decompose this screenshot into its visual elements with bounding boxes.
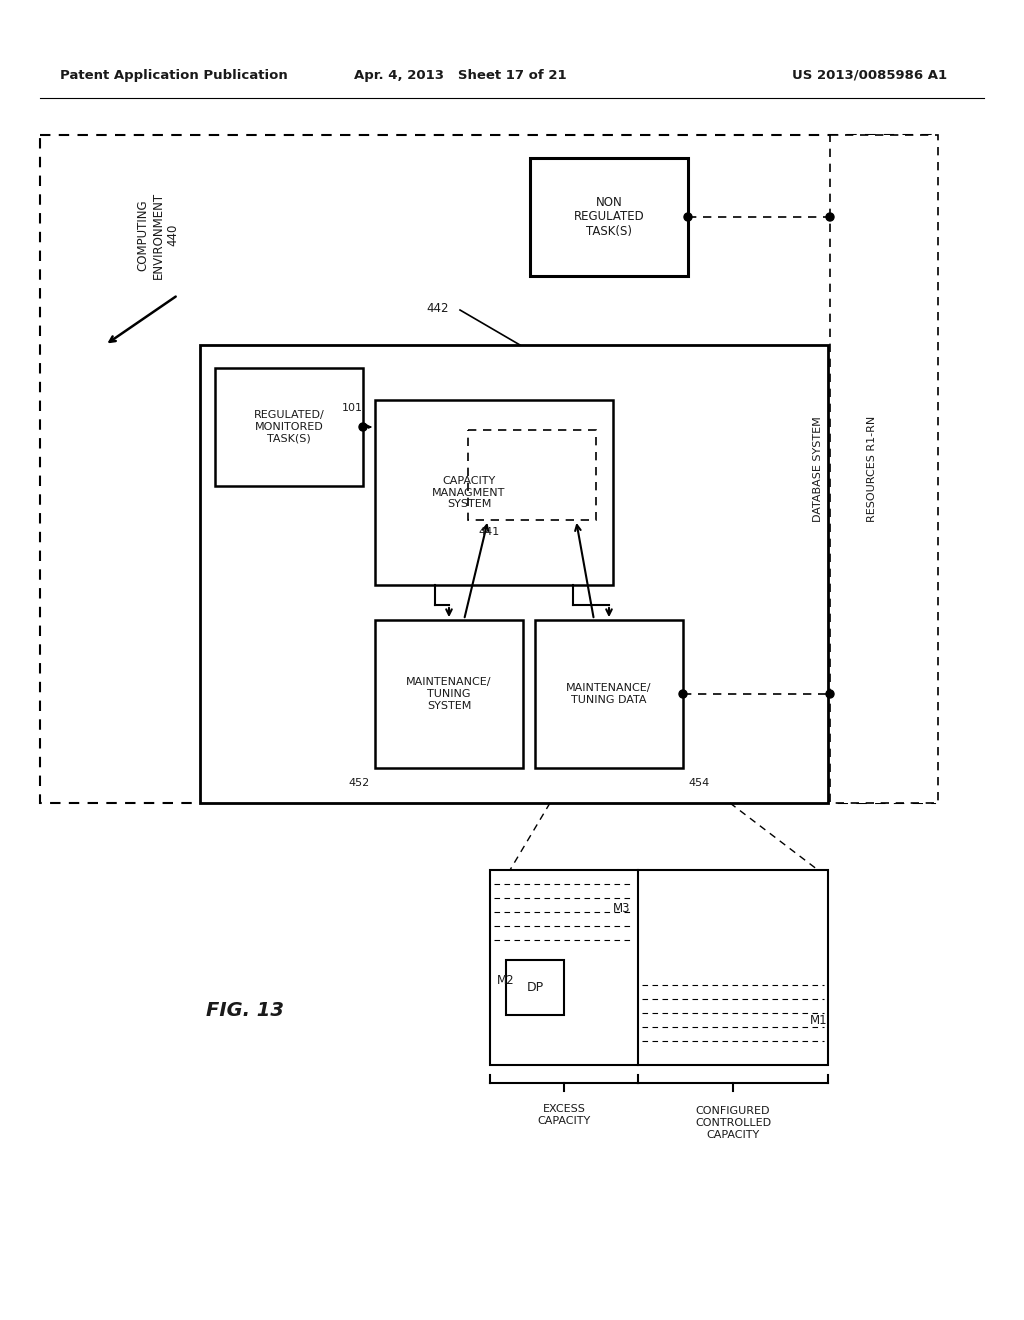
- Text: DP: DP: [526, 981, 544, 994]
- Bar: [535, 620, 683, 768]
- Bar: [506, 960, 564, 1015]
- Text: CAPACITY
MANAGMENT
SYSTEM: CAPACITY MANAGMENT SYSTEM: [432, 477, 506, 510]
- Text: Apr. 4, 2013   Sheet 17 of 21: Apr. 4, 2013 Sheet 17 of 21: [353, 69, 566, 82]
- Text: 452: 452: [349, 777, 370, 788]
- Text: M1: M1: [810, 1014, 827, 1027]
- Text: RESOURCES R1-RN: RESOURCES R1-RN: [867, 416, 877, 523]
- Bar: [215, 368, 362, 486]
- Bar: [530, 158, 688, 276]
- Circle shape: [684, 213, 692, 220]
- Text: REGULATED/
MONITORED
TASK(S): REGULATED/ MONITORED TASK(S): [254, 411, 325, 444]
- Text: 442: 442: [427, 301, 450, 314]
- Circle shape: [826, 213, 834, 220]
- Text: MAINTENANCE/
TUNING DATA: MAINTENANCE/ TUNING DATA: [566, 684, 651, 705]
- Text: EXCESS
CAPACITY: EXCESS CAPACITY: [538, 1105, 591, 1126]
- Text: M3: M3: [612, 902, 630, 915]
- Bar: [40, 135, 935, 803]
- Text: CONFIGURED
CONTROLLED
CAPACITY: CONFIGURED CONTROLLED CAPACITY: [695, 1106, 771, 1139]
- Text: US 2013/0085986 A1: US 2013/0085986 A1: [793, 69, 947, 82]
- Text: M2: M2: [498, 974, 515, 986]
- Text: MAINTENANCE/
TUNING
SYSTEM: MAINTENANCE/ TUNING SYSTEM: [407, 677, 492, 710]
- Text: 101: 101: [342, 403, 362, 413]
- Text: NON
REGULATED
TASK(S): NON REGULATED TASK(S): [573, 195, 644, 239]
- Text: DATABASE SYSTEM: DATABASE SYSTEM: [813, 416, 823, 521]
- Bar: [375, 400, 613, 585]
- Circle shape: [826, 690, 834, 698]
- Circle shape: [679, 690, 687, 698]
- Text: 441: 441: [478, 527, 500, 537]
- Circle shape: [359, 422, 367, 432]
- Bar: [830, 135, 938, 803]
- Bar: [468, 430, 596, 520]
- Bar: [200, 345, 828, 803]
- Text: FIG. 13: FIG. 13: [206, 1001, 284, 1019]
- Text: Patent Application Publication: Patent Application Publication: [60, 69, 288, 82]
- Text: COMPUTING
ENVIRONMENT
440: COMPUTING ENVIRONMENT 440: [136, 191, 179, 279]
- Bar: [375, 620, 523, 768]
- Bar: [490, 870, 828, 1065]
- Text: 454: 454: [688, 777, 710, 788]
